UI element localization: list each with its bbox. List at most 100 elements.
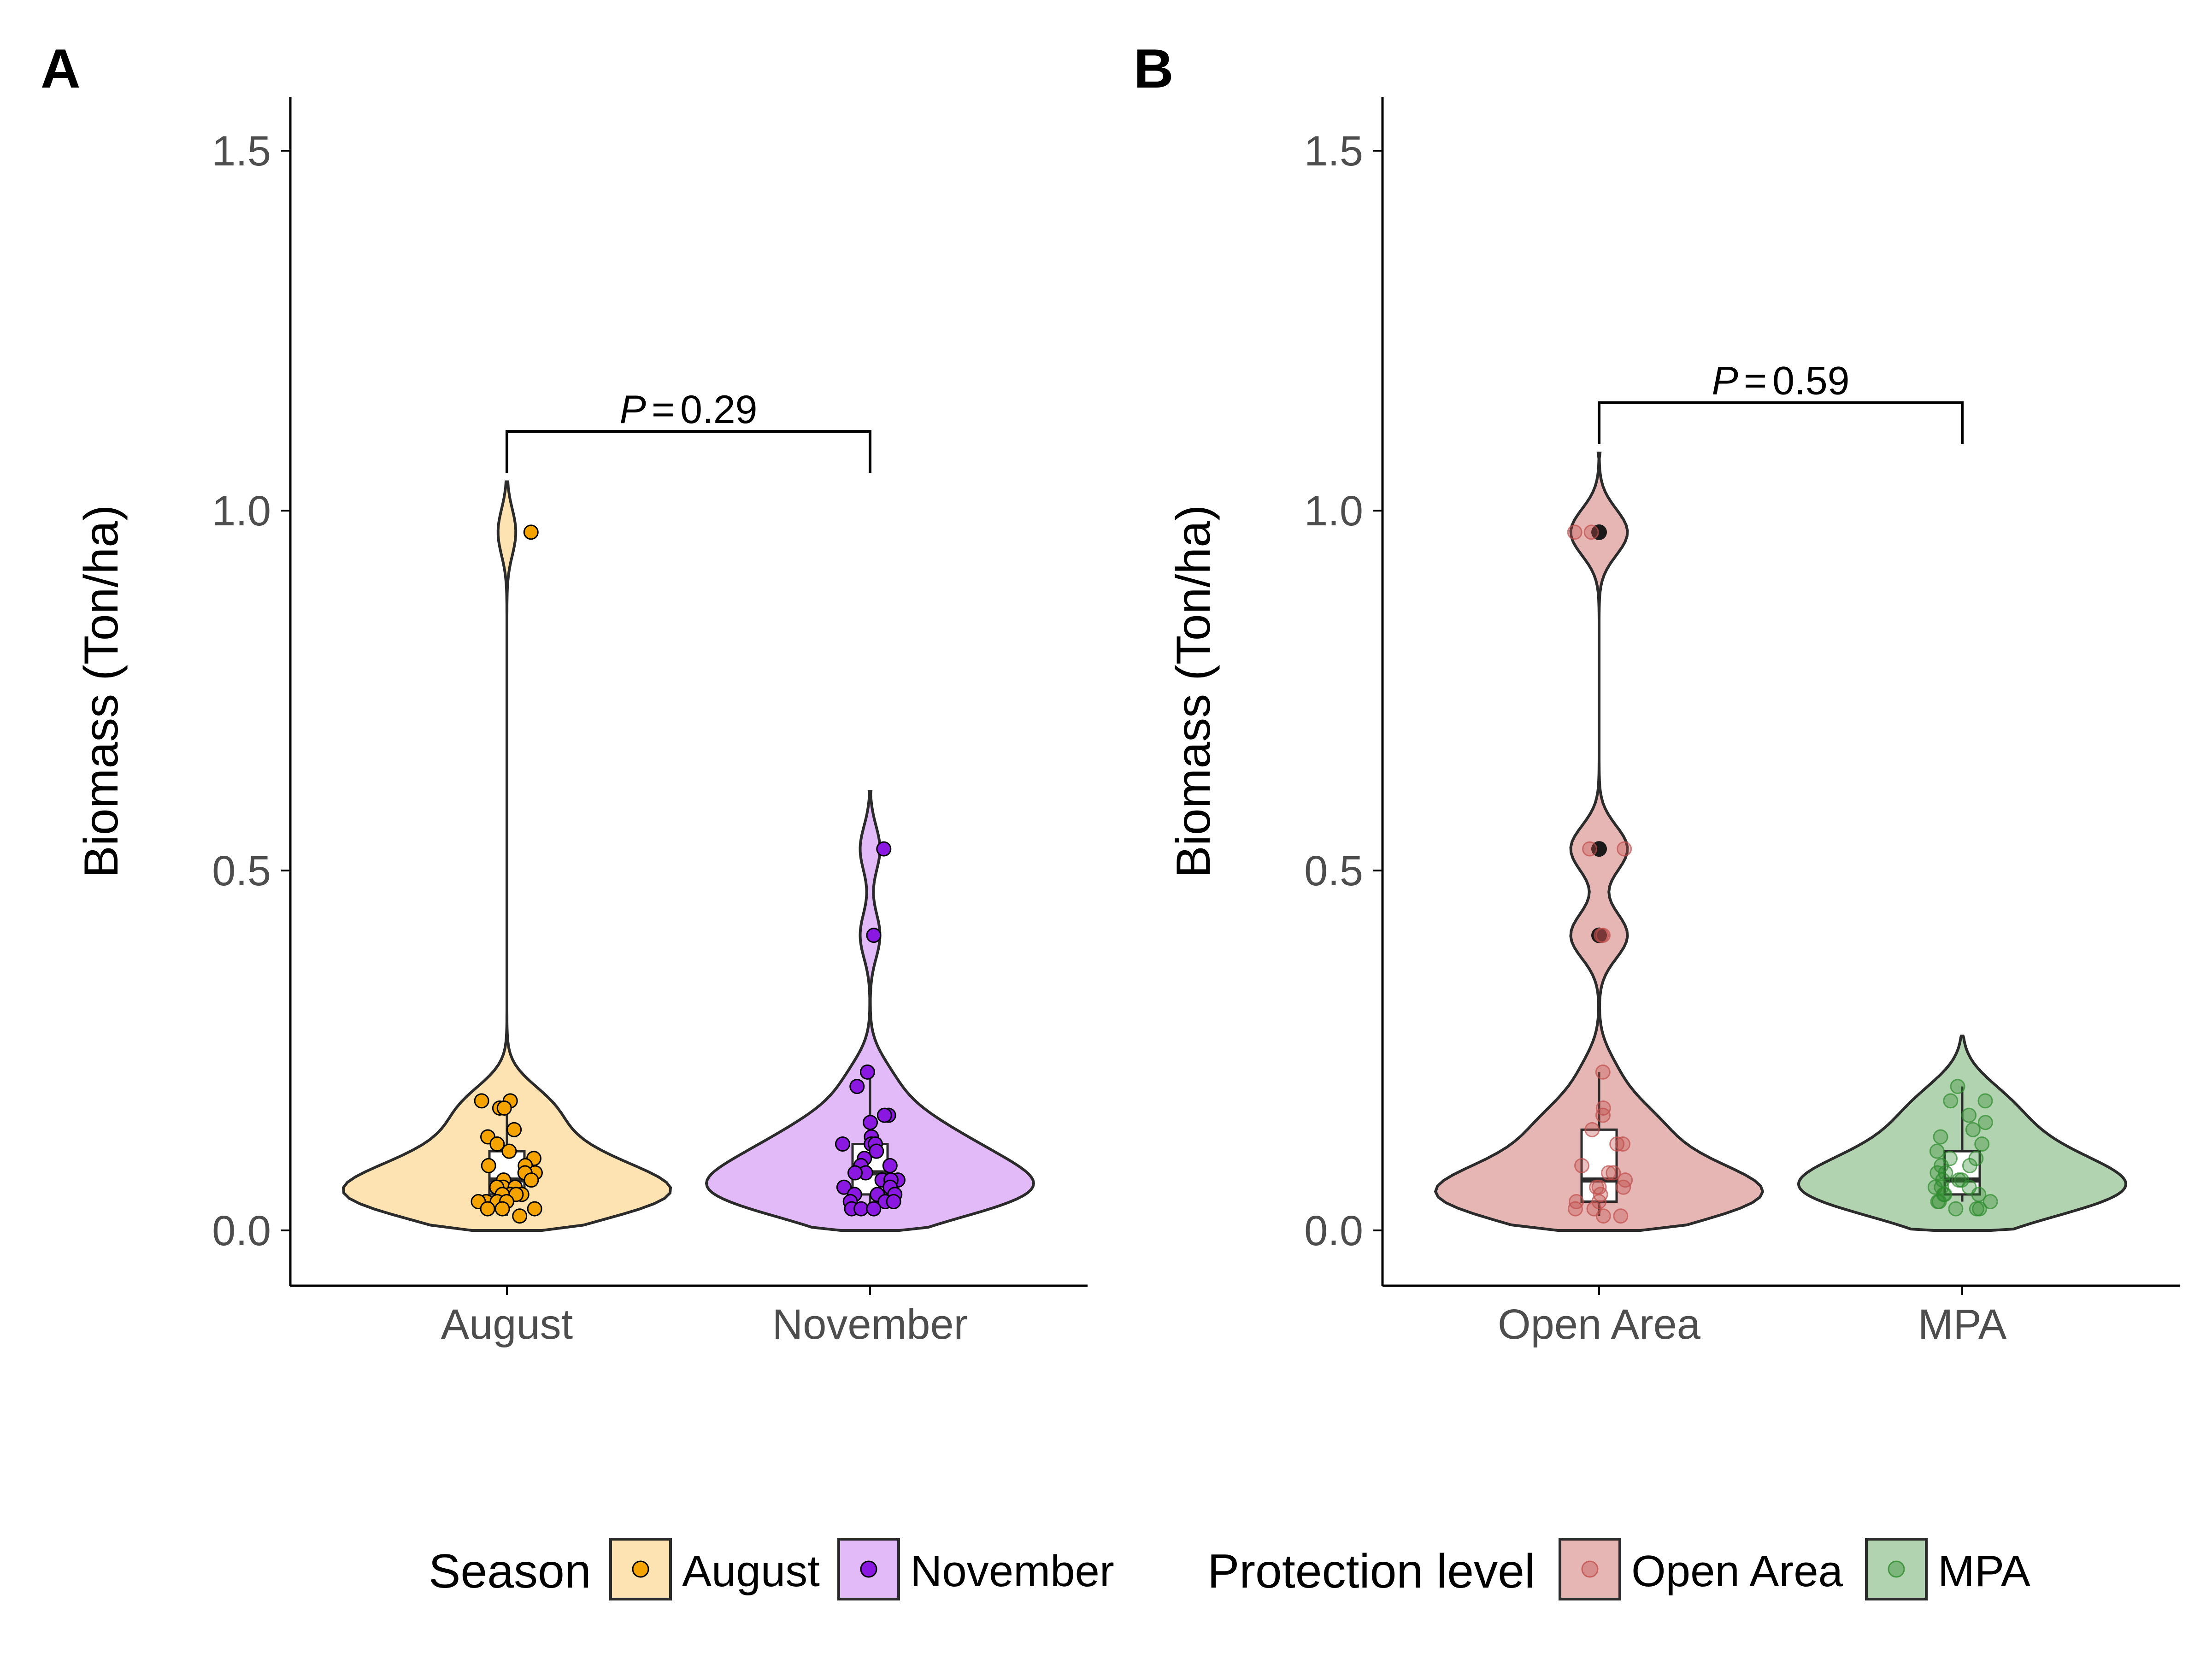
legend-key-point [1888,1560,1905,1578]
data-point [886,1194,901,1210]
data-point [1609,1136,1625,1152]
data-point [1983,1194,1998,1210]
data-point [489,1136,505,1152]
data-point [1584,1122,1600,1137]
data-point [1613,1208,1629,1224]
data-point [1606,1165,1621,1181]
data-point [1617,841,1632,857]
y-tick-label: 0.5 [212,847,271,894]
data-point [847,1165,863,1181]
legend-title: Season [429,1545,591,1598]
data-point [527,1201,542,1217]
legend-label: MPA [1938,1547,2030,1596]
data-point [1933,1129,1948,1145]
violin-november [705,790,1035,1232]
data-point [877,1107,892,1123]
data-point [1965,1122,1981,1137]
legend-key-point [632,1560,649,1578]
legend-protection-level: Protection level Open Area MPA [1207,1538,2030,1600]
p-symbol: P [620,388,646,432]
data-point [849,1079,865,1094]
data-point [474,1093,489,1109]
x-tick-label: November [772,1301,968,1348]
legend-label: November [910,1547,1114,1596]
panel-b-plot: Biomass (Ton/ha) 0.0 0.5 1.0 1.5 Open Area M… [1167,97,2180,1348]
y-axis-title: Biomass (Ton/ha) [75,505,128,877]
data-point [523,524,539,540]
data-point [1583,524,1599,540]
data-point [866,928,882,943]
p-value-label: P = 0.59 [1712,359,1850,403]
y-tick-label: 1.5 [212,128,271,175]
p-equals: = [652,388,675,432]
bracket-line [506,430,871,473]
data-point [862,1115,878,1130]
bracket-line [1598,401,1964,444]
legend-title: Protection level [1207,1545,1535,1598]
data-point [1615,1136,1631,1152]
p-equals: = [1744,359,1767,403]
y-tick-label: 1.0 [212,488,271,535]
data-point [496,1100,512,1116]
data-point [859,1064,875,1080]
data-point [1977,1093,1993,1109]
data-point [506,1122,522,1137]
y-tick-label: 1.5 [1304,128,1363,175]
significance-bracket: P = 0.29 [506,388,871,473]
data-point [1974,1136,1990,1152]
data-point [501,1143,517,1159]
data-point [1595,1208,1611,1224]
y-tick-label: 0.0 [1304,1207,1363,1254]
data-point [876,841,892,857]
data-point [480,1201,495,1217]
data-point [1582,841,1598,857]
data-point [1943,1093,1959,1109]
violin-august [341,480,672,1232]
panel-label-b: B [1134,38,1174,100]
panel-label-a: A [41,38,81,100]
data-point [1977,1115,1993,1130]
data-point [512,1208,528,1224]
data-point [1601,1165,1617,1181]
box-outlier [1591,524,1607,540]
data-point [1616,1179,1631,1195]
data-point [1950,1079,1965,1094]
x-tick-label: Open Area [1498,1301,1701,1348]
legend-key-point [1581,1560,1599,1578]
legend-label: August [682,1547,820,1596]
x-tick-label: MPA [1918,1301,2007,1348]
data-point [1567,524,1583,540]
data-point [1969,1201,1984,1217]
p-value: 0.29 [680,388,757,432]
data-point [494,1201,510,1217]
data-point [481,1158,496,1173]
data-point [1595,928,1611,943]
p-value-label: P = 0.29 [620,388,758,432]
y-tick-label: 0.0 [212,1207,271,1254]
legend-key-swatch [1559,1538,1621,1600]
legend-key-swatch [1865,1538,1928,1600]
legend-key [837,1538,900,1600]
p-symbol: P [1712,359,1738,403]
data-point [1929,1143,1945,1159]
legend-season: Season August November [429,1538,1114,1600]
data-point [1595,1064,1611,1080]
legend-key-swatch [837,1538,900,1600]
panel-a-plot: Biomass (Ton/ha) 0.0 0.5 1.0 1.5 August Nove… [75,97,1088,1348]
data-point [1567,1201,1583,1217]
data-point [853,1201,869,1217]
data-point [1595,1107,1611,1123]
legend-key [1559,1538,1621,1600]
data-point [1962,1158,1977,1173]
data-point [866,1201,882,1217]
data-point [882,1158,898,1173]
y-axis-title: Biomass (Ton/ha) [1167,505,1220,877]
data-point [1961,1107,1977,1123]
data-point [835,1136,850,1152]
y-tick-label: 0.5 [1304,847,1363,894]
data-point [1948,1201,1964,1217]
x-tick-label: August [441,1301,573,1348]
data-point [1930,1194,1946,1210]
y-tick-label: 1.0 [1304,488,1363,535]
